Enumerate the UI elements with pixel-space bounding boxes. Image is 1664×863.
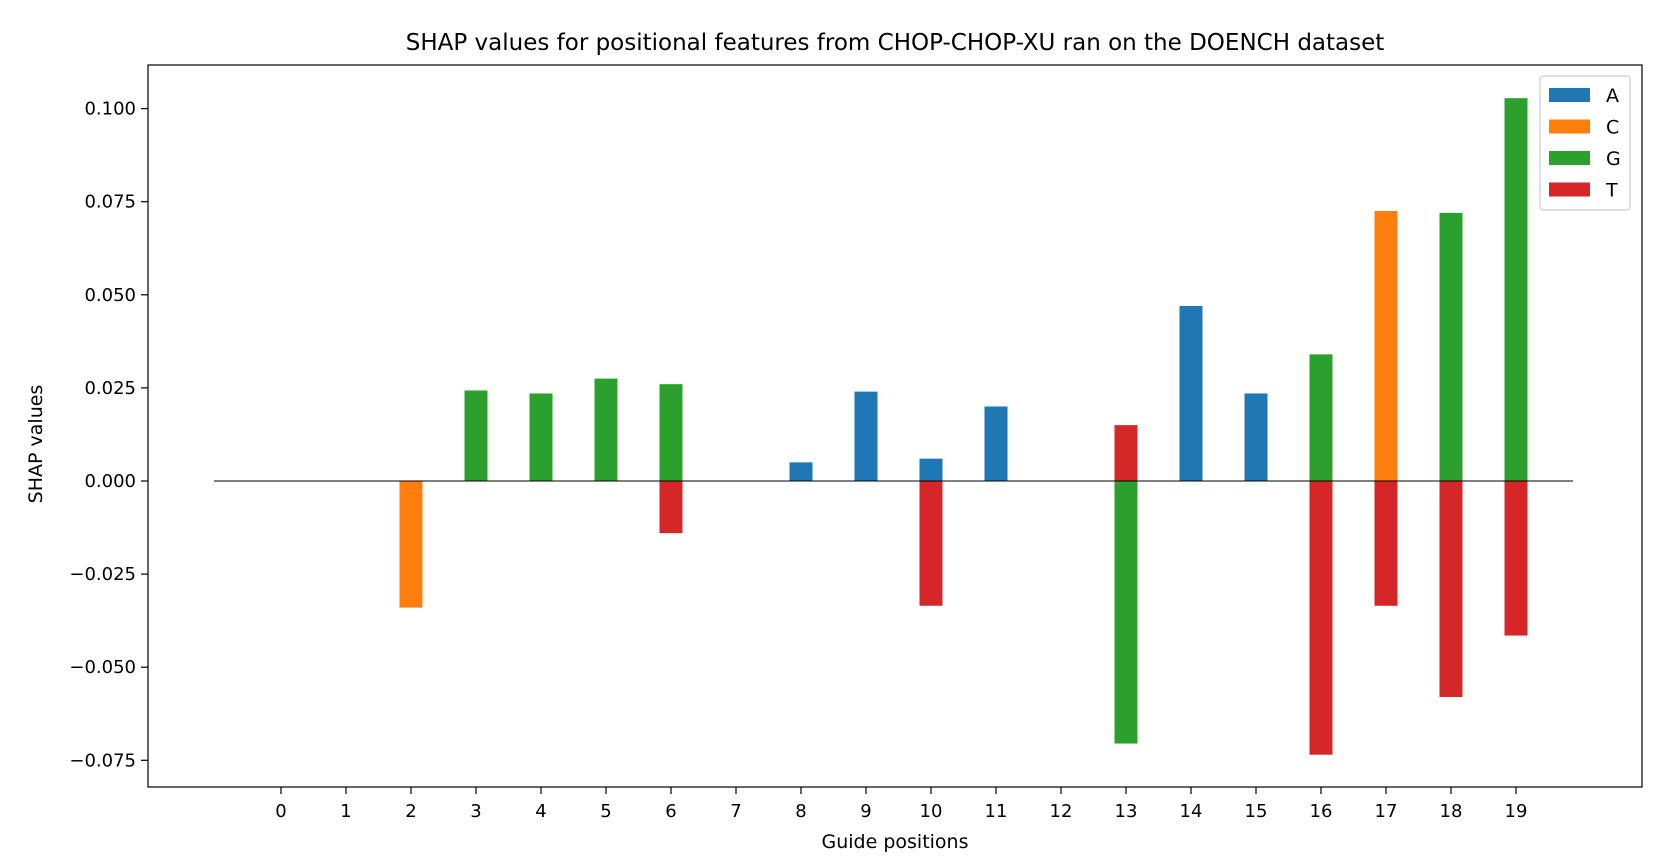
- x-tick-label: 10: [920, 801, 943, 822]
- x-tick-label: 19: [1505, 801, 1528, 822]
- bar-G-pos-5: [594, 378, 618, 481]
- x-tick-label: 1: [340, 801, 351, 822]
- bar-G-pos-19: [1504, 98, 1528, 482]
- bar-G-pos-13: [1114, 481, 1138, 744]
- x-tick-label: 16: [1310, 801, 1333, 822]
- bar-T-pos-18: [1439, 481, 1463, 697]
- bar-C-pos-2: [399, 481, 423, 608]
- bar-G-pos-4: [529, 393, 553, 481]
- y-tick-label: −0.050: [69, 657, 136, 678]
- plot-area-frame: [147, 64, 1643, 788]
- bar-A-pos-8: [789, 462, 813, 481]
- legend-box: [1539, 75, 1631, 211]
- bar-G-pos-16: [1309, 354, 1333, 481]
- legend-label-C: C: [1606, 117, 1619, 139]
- x-tick-label: 6: [665, 801, 676, 822]
- bar-T-pos-6: [659, 481, 683, 534]
- legend-swatch-G: [1549, 151, 1590, 165]
- legend-swatch-A: [1549, 88, 1590, 102]
- x-tick-label: 9: [860, 801, 871, 822]
- x-tick-label: 13: [1115, 801, 1138, 822]
- bar-A-pos-10: [919, 458, 943, 481]
- x-tick-label: 15: [1245, 801, 1268, 822]
- bar-G-pos-3: [464, 390, 488, 481]
- y-tick-label: 0.100: [84, 99, 136, 120]
- x-tick-label: 3: [470, 801, 481, 822]
- y-axis-label: SHAP values: [25, 385, 47, 504]
- x-tick-label: 8: [795, 801, 806, 822]
- legend-label-T: T: [1605, 180, 1618, 202]
- x-axis-label: Guide positions: [822, 831, 969, 853]
- bar-T-pos-16: [1309, 481, 1333, 755]
- bar-A-pos-14: [1179, 305, 1203, 481]
- bar-A-pos-15: [1244, 393, 1268, 481]
- x-tick-label: 0: [275, 801, 286, 822]
- legend-swatch-T: [1549, 182, 1590, 197]
- x-tick-label: 4: [535, 801, 546, 822]
- bar-T-pos-17: [1374, 481, 1398, 606]
- y-tick-label: 0.075: [84, 192, 136, 213]
- chart-title: SHAP values for positional features from…: [406, 30, 1385, 56]
- y-tick-label: 0.025: [84, 378, 136, 399]
- y-axis: 0.100 0.075 0.050 0.025 0.000 −0.025 −0.050 −0.…: [69, 99, 148, 771]
- bar-C-pos-17: [1374, 211, 1398, 481]
- bar-T-pos-19: [1504, 481, 1528, 636]
- x-tick-label: 5: [600, 801, 611, 822]
- y-tick-label: −0.075: [69, 750, 136, 771]
- bar-G-pos-6: [659, 384, 683, 481]
- x-tick-label: 14: [1180, 801, 1203, 822]
- bar-A-pos-9: [854, 391, 878, 481]
- y-tick-label: 0.000: [84, 471, 136, 492]
- x-tick-label: 12: [1050, 801, 1073, 822]
- x-tick-label: 2: [405, 801, 416, 822]
- bars-layer: [399, 98, 1528, 755]
- x-tick-label: 17: [1375, 801, 1398, 822]
- y-tick-label: 0.050: [84, 285, 136, 306]
- legend-label-G: G: [1606, 148, 1621, 170]
- bar-T-pos-13: [1114, 425, 1138, 481]
- x-tick-label: 7: [730, 801, 741, 822]
- x-tick-label: 18: [1440, 801, 1463, 822]
- legend-label-A: A: [1606, 85, 1619, 107]
- x-tick-label: 11: [985, 801, 1008, 822]
- x-axis: 0 1 2 3 4 5 6 7 8 9 10 11 12 13 14 15 16 17 18 19: [275, 787, 1527, 822]
- legend-swatch-C: [1549, 119, 1590, 134]
- bar-A-pos-11: [984, 406, 1008, 481]
- bar-G-pos-18: [1439, 212, 1463, 481]
- y-tick-label: −0.025: [69, 564, 136, 585]
- bar-T-pos-10: [919, 481, 943, 606]
